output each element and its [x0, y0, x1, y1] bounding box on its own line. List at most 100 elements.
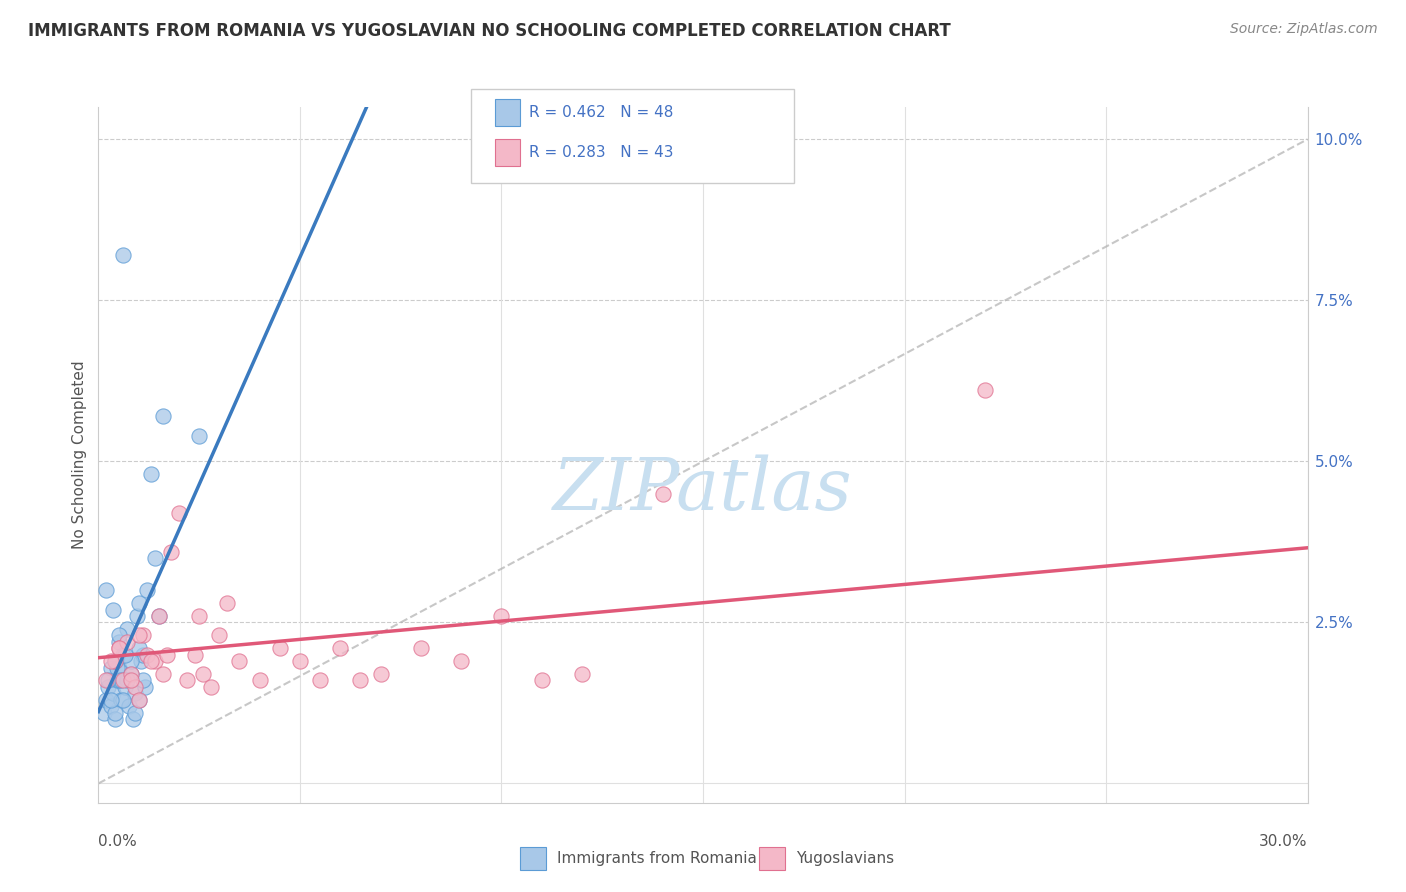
- Point: [103, 706, 125, 720]
- Y-axis label: No Schooling Completed: No Schooling Completed: [72, 360, 87, 549]
- Point: [118, 699, 141, 714]
- Point: [96, 692, 118, 706]
- Point: [110, 673, 132, 688]
- Point: [120, 654, 142, 668]
- Point: [110, 692, 132, 706]
- Point: [105, 673, 128, 688]
- Point: [135, 648, 157, 662]
- Point: [103, 712, 125, 726]
- Point: [370, 667, 392, 681]
- Point: [188, 428, 211, 442]
- Text: R = 0.283   N = 43: R = 0.283 N = 43: [529, 145, 673, 160]
- Point: [132, 628, 155, 642]
- Point: [111, 692, 134, 706]
- Point: [120, 667, 142, 681]
- Point: [120, 667, 142, 681]
- Point: [571, 667, 593, 681]
- Point: [107, 673, 129, 688]
- Point: [103, 654, 125, 668]
- Point: [128, 596, 150, 610]
- Point: [107, 634, 129, 648]
- Point: [96, 673, 118, 688]
- Point: [193, 667, 215, 681]
- Text: 30.0%: 30.0%: [1260, 834, 1308, 849]
- Point: [128, 628, 150, 642]
- Point: [188, 609, 211, 624]
- Point: [128, 641, 150, 656]
- Point: [115, 634, 138, 648]
- Point: [114, 648, 136, 662]
- Point: [107, 660, 129, 674]
- Point: [111, 248, 134, 262]
- Point: [97, 680, 120, 694]
- Point: [143, 551, 166, 566]
- Point: [114, 680, 136, 694]
- Point: [115, 673, 138, 688]
- Text: R = 0.462   N = 48: R = 0.462 N = 48: [529, 105, 673, 120]
- Text: Immigrants from Romania: Immigrants from Romania: [557, 851, 756, 866]
- Point: [128, 692, 150, 706]
- Point: [139, 467, 162, 482]
- Point: [409, 641, 432, 656]
- Point: [148, 609, 170, 624]
- Point: [125, 609, 148, 624]
- Point: [156, 648, 179, 662]
- Point: [184, 648, 207, 662]
- Point: [97, 673, 120, 688]
- Point: [101, 602, 124, 616]
- Point: [249, 673, 271, 688]
- Point: [111, 673, 134, 688]
- Point: [120, 673, 142, 688]
- Point: [107, 641, 129, 656]
- Point: [200, 680, 222, 694]
- Text: 0.0%: 0.0%: [98, 834, 138, 849]
- Point: [135, 583, 157, 598]
- Point: [530, 673, 553, 688]
- Point: [152, 667, 174, 681]
- Point: [228, 654, 250, 668]
- Point: [107, 628, 129, 642]
- Point: [101, 686, 124, 700]
- Point: [100, 660, 122, 674]
- Point: [152, 409, 174, 424]
- Text: IMMIGRANTS FROM ROMANIA VS YUGOSLAVIAN NO SCHOOLING COMPLETED CORRELATION CHART: IMMIGRANTS FROM ROMANIA VS YUGOSLAVIAN N…: [28, 22, 950, 40]
- Point: [349, 673, 371, 688]
- Point: [124, 686, 146, 700]
- Point: [124, 680, 146, 694]
- Point: [121, 712, 143, 726]
- Point: [100, 699, 122, 714]
- Point: [124, 706, 146, 720]
- Point: [107, 641, 129, 656]
- Point: [974, 384, 997, 398]
- Point: [115, 622, 138, 636]
- Point: [651, 486, 673, 500]
- Point: [269, 641, 291, 656]
- Point: [93, 706, 115, 720]
- Point: [103, 654, 125, 668]
- Point: [128, 692, 150, 706]
- Point: [329, 641, 352, 656]
- Point: [111, 648, 134, 662]
- Text: Yugoslavians: Yugoslavians: [796, 851, 894, 866]
- Point: [96, 583, 118, 598]
- Point: [132, 648, 155, 662]
- Point: [208, 628, 231, 642]
- Point: [160, 544, 183, 558]
- Text: Source: ZipAtlas.com: Source: ZipAtlas.com: [1230, 22, 1378, 37]
- Point: [148, 609, 170, 624]
- Point: [450, 654, 472, 668]
- Point: [105, 660, 128, 674]
- Text: ZIPatlas: ZIPatlas: [553, 454, 853, 525]
- Point: [139, 654, 162, 668]
- Point: [134, 680, 156, 694]
- Point: [129, 654, 152, 668]
- Point: [143, 654, 166, 668]
- Point: [132, 673, 155, 688]
- Point: [100, 692, 122, 706]
- Point: [100, 654, 122, 668]
- Point: [176, 673, 198, 688]
- Point: [217, 596, 239, 610]
- Point: [288, 654, 311, 668]
- Point: [309, 673, 332, 688]
- Point: [491, 609, 513, 624]
